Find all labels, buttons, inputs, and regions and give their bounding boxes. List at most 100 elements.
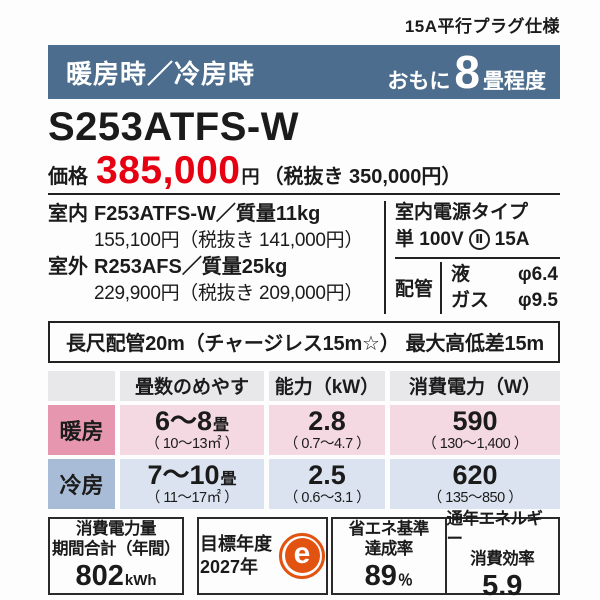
table-header-capacity: 能力（kW） xyxy=(269,370,385,401)
heating-row-label: 暖房 xyxy=(48,404,115,455)
capacity-table: 畳数のめやす 能力（kW） 消費電力（W） 暖房 6～8 畳 （ 10～13㎡ … xyxy=(48,370,560,509)
indoor-unit-spec: F253ATFS-W／質量11kg xyxy=(94,203,321,225)
unit-list: 室内 F253ATFS-W／質量11kg 155,100円（税抜き 141,00… xyxy=(48,201,384,314)
energy-saving-mark-icon: e xyxy=(279,532,325,579)
energy-saving-mark-letter: e xyxy=(284,538,320,574)
room-size-unit: 畳程度 xyxy=(483,70,546,93)
price-value: 385,000 xyxy=(96,149,241,192)
cooling-tatami-range: （ 11～17㎡ ） xyxy=(145,489,239,506)
power-spec-panel: 室内電源タイプ 単 100V Ⅱ 15A 配管 液 φ6.4 ガス φ9.5 xyxy=(384,201,560,314)
annual-consumption-value-line: 802 kWh xyxy=(75,559,157,592)
annual-consumption-value: 802 xyxy=(75,559,124,592)
heating-capacity-cell: 2.8 （ 0.7～4.7 ） xyxy=(269,404,385,455)
piping-spec-row: 配管 液 φ6.4 ガス φ9.5 xyxy=(395,262,560,314)
heating-capacity-main-line: 2.8 xyxy=(308,405,346,436)
price-yen-unit: 円 xyxy=(241,167,260,187)
piping-values: 液 φ6.4 ガス φ9.5 xyxy=(440,262,560,314)
power-supply-suffix: 15A xyxy=(494,228,530,250)
annual-consumption-line1: 消費電力量 xyxy=(76,520,157,539)
indoor-unit-row: 室内 F253ATFS-W／質量11kg 155,100円（税抜き 141,00… xyxy=(48,201,378,254)
piping-gas-label: ガス xyxy=(451,289,490,311)
piping-liquid-label: 液 xyxy=(451,264,471,286)
heating-capacity-range: （ 0.7～4.7 ） xyxy=(283,435,371,452)
piping-gas-line: ガス φ9.5 xyxy=(451,288,560,314)
heating-capacity-value: 2.8 xyxy=(308,405,346,436)
standard-unit: ％ xyxy=(397,571,413,589)
standard-line1: 省エネ基準 xyxy=(348,520,430,539)
standard-line2: 達成率 xyxy=(364,540,414,559)
plug-type-icon: Ⅱ xyxy=(468,228,490,250)
apf-efficiency-col: 通年エネルギー 消費効率 5.9 xyxy=(444,510,559,600)
indoor-unit-label: 室内 xyxy=(48,203,88,225)
apf-line2: 消費効率 xyxy=(470,549,535,568)
annual-consumption-line2: 期間合計（年間） xyxy=(52,540,181,559)
annual-consumption-box: 消費電力量 期間合計（年間） 802 kWh xyxy=(48,516,184,595)
cooling-capacity-value: 2.5 xyxy=(308,459,346,490)
cooling-power-range: （ 135～850 ） xyxy=(427,489,523,506)
long-piping-note: 長尺配管20m（チャージレス15m☆） xyxy=(66,332,400,355)
plug-spec-note: 15A平行プラグ仕様 xyxy=(404,17,560,36)
standard-achievement-col: 省エネ基準 達成率 89 ％ xyxy=(333,519,445,593)
heating-tatami-range: （ 10～13㎡ ） xyxy=(145,435,239,452)
target-year-line2: 2027年 xyxy=(200,556,259,577)
cooling-power-main-line: 620 xyxy=(452,459,498,490)
energy-standard-box: 省エネ基準 達成率 89 ％ 通年エネルギー 消費効率 5.9 xyxy=(331,510,560,600)
cooling-tatami-value: 7～10 xyxy=(147,459,220,490)
piping-label: 配管 xyxy=(395,279,434,301)
cooling-tatami-unit: 畳 xyxy=(220,470,237,488)
max-height-diff-note: 最大高低差15m xyxy=(405,332,545,355)
heating-tatami-main-line: 6～8 畳 xyxy=(154,405,230,436)
cooling-capacity-cell: 2.5 （ 0.6～3.1 ） xyxy=(269,458,385,509)
energy-info-row: 消費電力量 期間合計（年間） 802 kWh 目標年度 2027年 e 省エネ基… xyxy=(48,510,560,600)
power-supply-line: 単 100V Ⅱ 15A xyxy=(395,226,560,254)
outdoor-unit-label: 室外 xyxy=(48,255,88,278)
cooling-power-cell: 620 （ 135～850 ） xyxy=(390,458,560,509)
price-row: 価格 385,000 円 （税抜き 350,000円） xyxy=(48,151,560,195)
cooling-capacity-main-line: 2.5 xyxy=(308,459,346,490)
outdoor-unit-price: 229,900円（税抜き 209,000円） xyxy=(94,282,364,304)
room-size-group: おもに 8 畳程度 xyxy=(387,49,546,95)
standard-value: 89 xyxy=(364,559,397,592)
heating-power-range: （ 130～1,400 ） xyxy=(422,435,528,452)
mode-labels: 暖房時／冷房時 xyxy=(66,58,256,89)
cooling-tatami-cell: 7～10 畳 （ 11～17㎡ ） xyxy=(120,458,264,509)
power-supply-prefix: 単 100V xyxy=(395,228,464,250)
outdoor-unit-row: 室外 R253AFS／質量25kg 229,900円（税抜き 209,000円） xyxy=(48,254,378,307)
heating-tatami-unit: 畳 xyxy=(213,416,230,434)
indoor-unit-price: 155,100円（税抜き 141,000円） xyxy=(94,230,364,251)
power-divider xyxy=(395,257,560,260)
mode-header-bar: 暖房時／冷房時 おもに 8 畳程度 xyxy=(48,45,560,99)
heating-tatami-value: 6～8 xyxy=(154,405,213,436)
target-year-line1: 目標年度 xyxy=(200,534,272,555)
cooling-tatami-main-line: 7～10 畳 xyxy=(147,459,237,490)
apf-value: 5.9 xyxy=(482,569,523,600)
power-type-title: 室内電源タイプ xyxy=(395,202,529,223)
annual-consumption-unit: kWh xyxy=(124,571,157,589)
standard-value-line: 89 ％ xyxy=(364,559,413,592)
outdoor-unit-spec: R253AFS／質量25kg xyxy=(94,255,288,278)
apf-value-line: 5.9 xyxy=(482,569,523,600)
table-header-power: 消費電力（W） xyxy=(390,370,560,401)
cooling-row-label: 冷房 xyxy=(48,458,115,509)
unit-spec-section: 室内 F253ATFS-W／質量11kg 155,100円（税抜き 141,00… xyxy=(48,195,560,321)
room-size-number: 8 xyxy=(454,46,480,98)
price-tax-note: （税抜き 350,000円） xyxy=(263,166,462,188)
apf-line1: 通年エネルギー xyxy=(446,510,543,549)
heating-power-cell: 590 （ 130～1,400 ） xyxy=(390,404,560,455)
heating-power-main-line: 590 xyxy=(452,405,498,436)
table-header-tatami: 畳数のめやす xyxy=(120,370,264,401)
cooling-capacity-range: （ 0.6～3.1 ） xyxy=(283,489,371,506)
table-header-empty xyxy=(48,370,115,401)
piping-liquid-line: 液 φ6.4 xyxy=(451,262,560,288)
cooling-power-value: 620 xyxy=(452,459,498,490)
piping-liquid-value: φ6.4 xyxy=(517,264,558,286)
room-size-prefix: おもに xyxy=(387,70,451,93)
target-year-text: 目標年度 2027年 xyxy=(200,533,272,578)
model-number: S253ATFS-W xyxy=(48,105,299,149)
heating-tatami-cell: 6～8 畳 （ 10～13㎡ ） xyxy=(120,404,264,455)
piping-gas-value: φ9.5 xyxy=(517,289,558,311)
long-piping-box: 長尺配管20m（チャージレス15m☆） 最大高低差15m xyxy=(48,320,560,363)
price-label: 価格 xyxy=(48,166,88,188)
heating-power-value: 590 xyxy=(452,405,498,436)
